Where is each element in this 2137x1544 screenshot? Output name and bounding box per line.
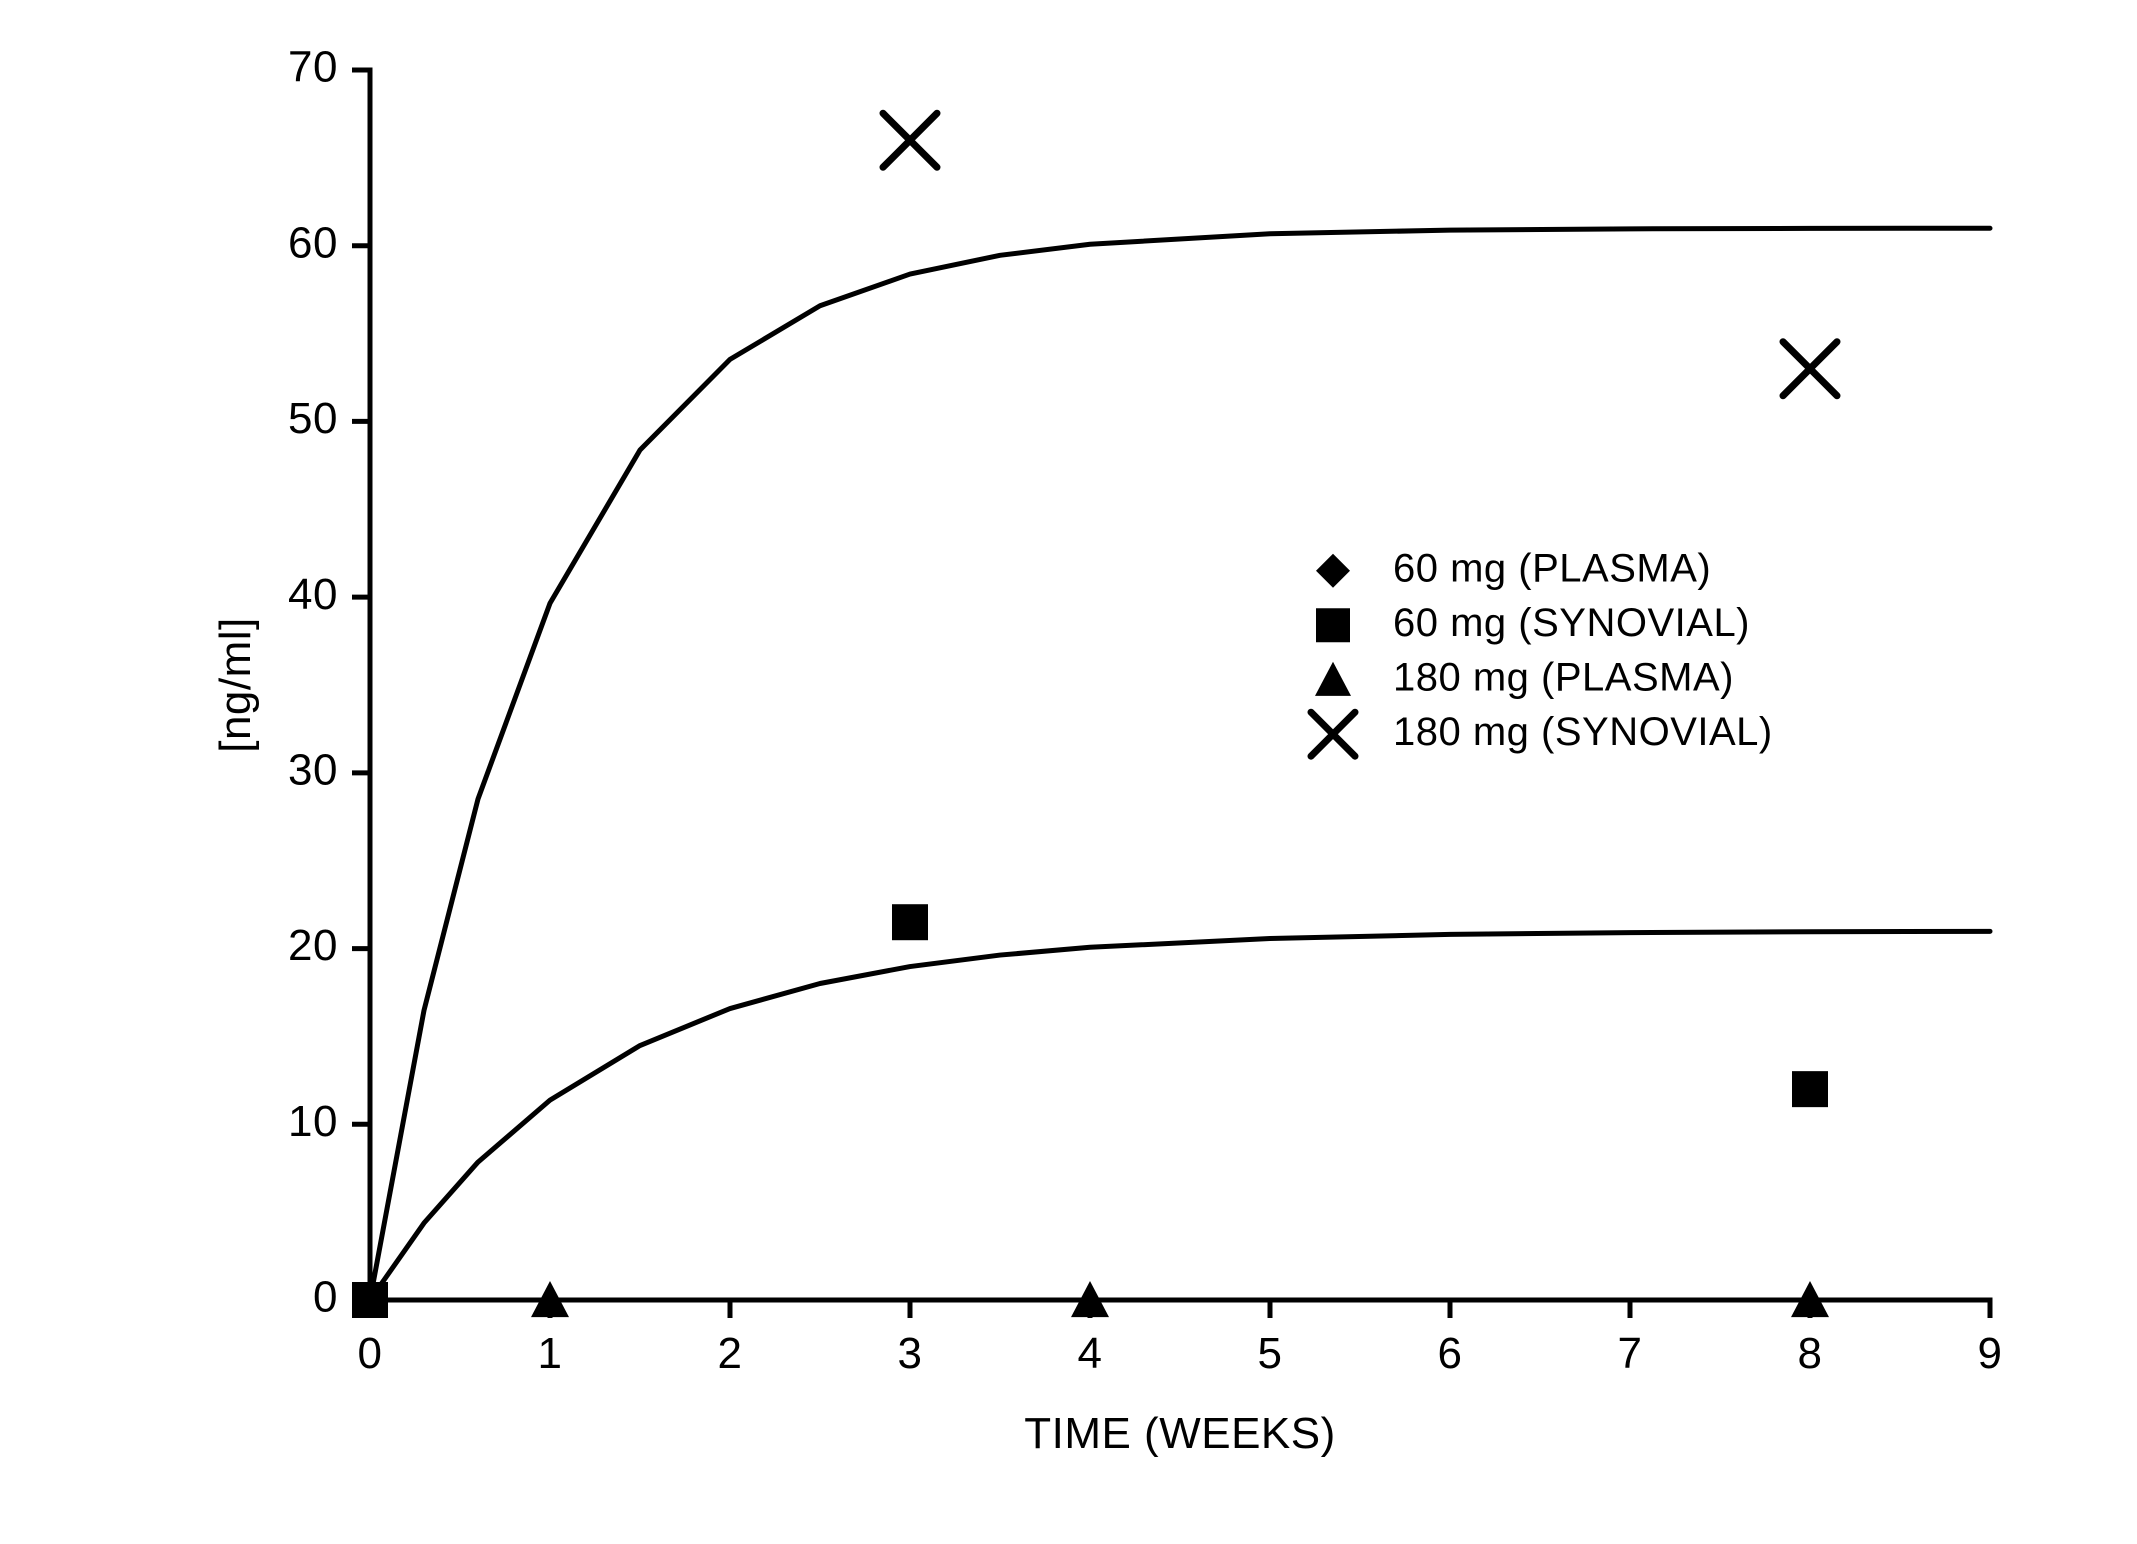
y-tick-label: 40 <box>288 570 338 619</box>
y-tick-label: 70 <box>288 43 338 92</box>
legend-label: 180 mg (SYNOVIAL) <box>1393 710 1773 754</box>
x-tick-label: 2 <box>718 1329 743 1378</box>
x-tick-label: 4 <box>1078 1329 1103 1378</box>
concentration-chart: 0 10 20 30 40 50 60 70 0 1 2 3 4 5 6 7 8 9 [ng/ml] TIME (WE… <box>0 0 2137 1544</box>
y-tick-label: 60 <box>288 218 338 267</box>
x-tick-label: 7 <box>1618 1329 1643 1378</box>
y-tick-label: 0 <box>313 1273 338 1322</box>
y-tick-label: 50 <box>288 394 338 443</box>
legend-label: 60 mg (SYNOVIAL) <box>1393 601 1750 645</box>
y-tick-label: 10 <box>288 1097 338 1146</box>
x-axis-label: TIME (WEEKS) <box>1024 1409 1336 1458</box>
square-marker <box>1792 1071 1828 1107</box>
x-tick-label: 1 <box>538 1329 563 1378</box>
x-tick-label: 8 <box>1798 1329 1823 1378</box>
legend-label: 60 mg (PLASMA) <box>1393 546 1711 590</box>
square-marker <box>1316 608 1350 642</box>
x-tick-label: 9 <box>1978 1329 2003 1378</box>
x-tick-label: 5 <box>1258 1329 1283 1378</box>
y-tick-label: 20 <box>288 921 338 970</box>
x-tick-label: 6 <box>1438 1329 1463 1378</box>
y-axis-label: [ng/ml] <box>211 617 260 753</box>
legend-label: 180 mg (PLASMA) <box>1393 655 1734 699</box>
y-tick-label: 30 <box>288 745 338 794</box>
x-tick-label: 3 <box>898 1329 923 1378</box>
x-tick-label: 0 <box>358 1329 383 1378</box>
square-marker <box>892 904 928 940</box>
square-marker <box>352 1282 388 1318</box>
chart-container: 0 10 20 30 40 50 60 70 0 1 2 3 4 5 6 7 8 9 [ng/ml] TIME (WE… <box>0 0 2137 1544</box>
